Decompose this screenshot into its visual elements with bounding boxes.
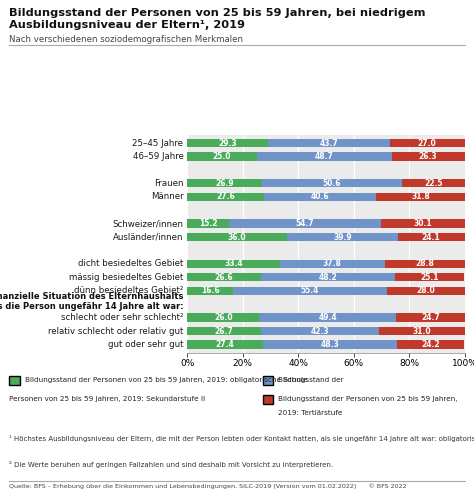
Bar	[256, 152, 392, 160]
Text: 25.0: 25.0	[213, 152, 231, 161]
Text: mässig besiedeltes Gebiet: mässig besiedeltes Gebiet	[69, 273, 183, 282]
Text: als die Person ungefähr 14 Jahre alt war:: als die Person ungefähr 14 Jahre alt war…	[0, 302, 183, 311]
Text: gut oder sehr gut: gut oder sehr gut	[108, 340, 183, 349]
Bar	[187, 314, 259, 322]
Text: 24.1: 24.1	[422, 232, 440, 241]
Text: Bildungsstand der Personen von 25 bis 59 Jahren, bei niedrigem: Bildungsstand der Personen von 25 bis 59…	[9, 8, 426, 18]
Text: 29.3: 29.3	[219, 138, 237, 147]
Text: dünn besiedeltes Gebiet²: dünn besiedeltes Gebiet²	[74, 286, 183, 295]
Text: 48.2: 48.2	[319, 273, 337, 282]
Text: 26.7: 26.7	[215, 326, 234, 336]
Bar	[229, 220, 381, 228]
Text: Ausländer/innen: Ausländer/innen	[113, 232, 183, 241]
Bar	[187, 327, 261, 335]
Bar	[261, 327, 379, 335]
Text: dicht besiedeltes Gebiet: dicht besiedeltes Gebiet	[78, 260, 183, 268]
Text: Männer: Männer	[151, 192, 183, 202]
Text: Frauen: Frauen	[154, 179, 183, 188]
Text: 25.1: 25.1	[420, 273, 439, 282]
Text: 27.0: 27.0	[418, 138, 437, 147]
Text: 42.3: 42.3	[310, 326, 329, 336]
Text: schlecht oder sehr schlecht²: schlecht oder sehr schlecht²	[61, 313, 183, 322]
Text: 46–59 Jahre: 46–59 Jahre	[133, 152, 183, 161]
Text: ² Die Werte beruhen auf geringen Fallzahlen und sind deshalb mit Vorsicht zu int: ² Die Werte beruhen auf geringen Fallzah…	[9, 462, 334, 468]
Text: 37.8: 37.8	[323, 260, 342, 268]
Bar	[187, 139, 268, 147]
Text: 31.8: 31.8	[411, 192, 430, 202]
Text: Quelle: BFS – Erhebung über die Einkommen und Lebensbedingungen, SILC-2019 (Vers: Quelle: BFS – Erhebung über die Einkomme…	[9, 484, 407, 489]
Text: Bildungsstand der Personen von 25 bis 59 Jahren, 2019: obligatorische Schule: Bildungsstand der Personen von 25 bis 59…	[25, 377, 307, 383]
Text: 25–45 Jahre: 25–45 Jahre	[132, 138, 183, 147]
Text: Nach verschiedenen soziodemografischen Merkmalen: Nach verschiedenen soziodemografischen M…	[9, 35, 244, 44]
Text: ¹ Höchstes Ausbildungsniveau der Eltern, die mit der Person lebten oder Kontakt : ¹ Höchstes Ausbildungsniveau der Eltern,…	[9, 436, 474, 442]
Bar	[398, 233, 465, 241]
Bar	[259, 314, 396, 322]
Bar	[187, 260, 280, 268]
Bar	[187, 273, 261, 281]
Bar	[376, 192, 465, 201]
Text: 24.2: 24.2	[421, 340, 440, 349]
Bar	[233, 286, 387, 295]
Bar	[280, 260, 385, 268]
Text: 39.9: 39.9	[333, 232, 352, 241]
Bar	[187, 152, 256, 160]
Text: 43.7: 43.7	[319, 138, 338, 147]
Bar	[187, 340, 263, 348]
Bar	[385, 260, 465, 268]
Text: Schweizer/innen: Schweizer/innen	[112, 219, 183, 228]
Bar	[268, 139, 390, 147]
Text: 27.4: 27.4	[216, 340, 235, 349]
Text: 26.0: 26.0	[214, 313, 233, 322]
Bar	[263, 340, 397, 348]
Text: 36.0: 36.0	[228, 232, 246, 241]
Text: 54.7: 54.7	[296, 219, 315, 228]
Text: 48.7: 48.7	[315, 152, 334, 161]
Text: 50.6: 50.6	[323, 179, 341, 188]
Bar	[187, 286, 233, 295]
Bar	[187, 179, 262, 188]
Bar	[287, 233, 398, 241]
Bar	[187, 220, 229, 228]
Text: relativ schlecht oder relativ gut: relativ schlecht oder relativ gut	[48, 326, 183, 336]
Bar	[379, 327, 465, 335]
Bar	[402, 179, 465, 188]
Bar	[396, 314, 465, 322]
Text: 48.3: 48.3	[321, 340, 339, 349]
Text: 33.4: 33.4	[224, 260, 243, 268]
Bar	[187, 233, 287, 241]
Text: 49.4: 49.4	[319, 313, 337, 322]
Text: 22.5: 22.5	[424, 179, 443, 188]
Text: 55.4: 55.4	[301, 286, 319, 295]
Text: Personen von 25 bis 59 Jahren, 2019: Sekundarstufe II: Personen von 25 bis 59 Jahren, 2019: Sek…	[9, 396, 206, 402]
Text: 40.6: 40.6	[311, 192, 329, 202]
Bar	[392, 152, 465, 160]
Text: 26.3: 26.3	[419, 152, 438, 161]
Text: Bildungsstand der Personen von 25 bis 59 Jahren,: Bildungsstand der Personen von 25 bis 59…	[278, 396, 458, 402]
Text: 24.7: 24.7	[421, 313, 440, 322]
Text: 31.0: 31.0	[412, 326, 431, 336]
Text: 15.2: 15.2	[199, 219, 218, 228]
Text: 28.0: 28.0	[416, 286, 435, 295]
Bar	[262, 179, 402, 188]
Text: 16.6: 16.6	[201, 286, 219, 295]
Bar	[261, 273, 395, 281]
Bar	[264, 192, 376, 201]
Text: 2019: Tertiärstufe: 2019: Tertiärstufe	[278, 410, 343, 416]
Bar	[397, 340, 464, 348]
Text: Ausbildungsniveau der Eltern¹, 2019: Ausbildungsniveau der Eltern¹, 2019	[9, 20, 246, 30]
Bar	[381, 220, 465, 228]
Text: Bildungsstand der: Bildungsstand der	[278, 377, 344, 383]
Bar	[395, 273, 464, 281]
Bar	[387, 286, 465, 295]
Text: 27.6: 27.6	[216, 192, 235, 202]
Bar	[187, 192, 264, 201]
Bar	[390, 139, 465, 147]
Text: 28.8: 28.8	[415, 260, 434, 268]
Text: Finanzielle Situation des Elternhaushalts: Finanzielle Situation des Elternhaushalt…	[0, 292, 183, 300]
Text: 26.9: 26.9	[215, 179, 234, 188]
Text: 30.1: 30.1	[413, 219, 432, 228]
Text: 26.6: 26.6	[215, 273, 233, 282]
